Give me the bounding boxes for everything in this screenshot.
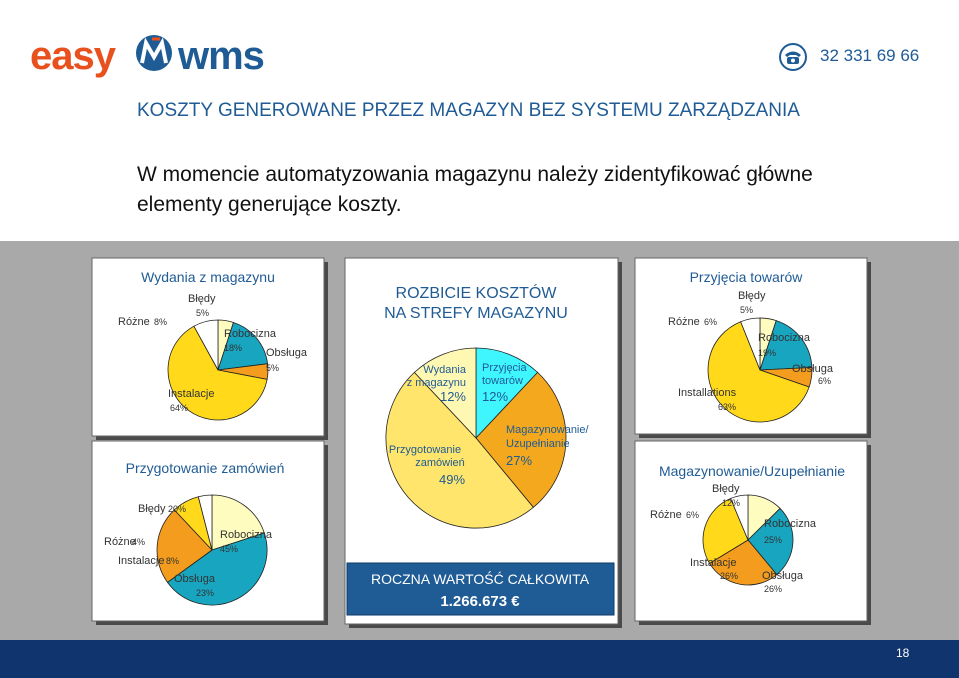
total-box <box>346 562 615 616</box>
value-przygotowanie: 49% <box>439 472 465 487</box>
label-instalacje: Instalacje <box>118 555 164 567</box>
value-obsluga: 5% <box>266 363 279 373</box>
label-magazynowanie: Magazynowanie/ <box>506 424 589 436</box>
label-robocizna: Robocizna <box>764 518 817 530</box>
pie-2-slice-wydania-z-magazynu <box>413 347 477 440</box>
page-number: 18 <box>896 646 910 660</box>
label-magazynowanie-2: Uzupełnianie <box>506 438 570 450</box>
label-przygotowanie: Przygotowanie <box>389 444 461 456</box>
value-przyjecia: 12% <box>482 389 508 404</box>
logo-wms-text: wms <box>178 34 265 78</box>
value-bledy: 12% <box>722 498 740 508</box>
page-heading: KOSZTY GENEROWANE PRZEZ MAGAZYN BEZ SYST… <box>137 100 800 121</box>
value-instalacje: 8% <box>166 556 179 566</box>
value-robocizna: 19% <box>758 348 776 358</box>
pie-4-slice-instalacje <box>702 497 749 564</box>
pie-2-slice-przyjęcia-towarów <box>475 347 539 440</box>
value-rozne: 8% <box>154 317 167 327</box>
pie-2-slice-magazynowanie-uzupełnianie <box>475 371 567 508</box>
label-przyjecia: Przyjęcia <box>482 362 528 374</box>
value-robocizna: 25% <box>764 535 782 545</box>
label-obsluga: Obsługa <box>762 570 804 582</box>
pie-4-slice-obsługa <box>708 539 778 586</box>
value-rozne: 6% <box>704 317 717 327</box>
label-wydania-2: z magazynu <box>407 377 466 389</box>
value-rozne: 4% <box>132 537 145 547</box>
label-wydania: Wydania <box>423 364 467 376</box>
total-box-value: 1.266.673 € <box>440 593 520 610</box>
label-bledy: Błędy <box>738 290 766 302</box>
intro-text: W momencie automatyzowania magazynu nale… <box>137 163 813 216</box>
value-obsluga: 26% <box>764 584 782 594</box>
footer-bar <box>0 640 959 678</box>
pie-3-slice-różne <box>740 317 761 371</box>
value-robocizna: 18% <box>224 343 242 353</box>
value-bledy: 20% <box>168 504 186 514</box>
value-magazynowanie: 27% <box>506 453 532 468</box>
value-rozne: 6% <box>686 510 699 520</box>
value-obsluga: 6% <box>818 376 831 386</box>
label-rozne: Różne <box>650 509 682 521</box>
label-instalacje: Instalacje <box>168 388 214 400</box>
pie-0-slice-różne <box>193 319 219 371</box>
label-bledy: Błędy <box>712 483 740 495</box>
label-rozne: Różne <box>668 316 700 328</box>
label-obsluga: Obsługa <box>266 347 308 359</box>
chart-title-przyjecia: Przyjęcia towarów <box>690 269 804 285</box>
pie-2-slice-przygotowanie-zamówień <box>385 371 534 529</box>
label-rozne: Różne <box>118 316 150 328</box>
label-przygotowanie-2: zamówień <box>415 457 465 469</box>
value-robocizna: 45% <box>220 544 238 554</box>
pie-1-slice-różne <box>197 494 213 551</box>
label-robocizna: Robocizna <box>220 529 273 541</box>
value-installations: 63% <box>718 402 736 412</box>
phone-number: 32 331 69 66 <box>820 46 920 65</box>
pie-1-slice-obsługa <box>156 509 213 583</box>
pie-4-slice-różne <box>730 494 749 541</box>
chart-title-wydania: Wydania z magazynu <box>141 269 275 285</box>
label-bledy: Błędy <box>138 503 166 515</box>
label-robocizna: Robocizna <box>224 328 277 340</box>
label-rozne: Różne <box>104 536 136 548</box>
chart-title-przygotowanie: Przygotowanie zamówień <box>126 460 285 476</box>
pie-4-slice-robocizna <box>747 507 794 576</box>
value-instalacje: 64% <box>170 403 188 413</box>
pie-3-slice-robocizna <box>759 320 813 371</box>
phone-icon <box>779 43 807 71</box>
label-bledy: Błędy <box>188 293 216 305</box>
value-wydania: 12% <box>440 389 466 404</box>
value-bledy: 5% <box>740 305 753 315</box>
total-box-label: ROCZNA WARTOŚĆ CAŁKOWITA <box>371 570 590 587</box>
pie-1-slice-błędy <box>211 494 265 551</box>
value-bledy: 5% <box>196 308 209 318</box>
value-obsluga: 23% <box>196 588 214 598</box>
pie-3-slice-installations <box>707 321 810 423</box>
logo-n-icon <box>136 35 172 71</box>
chart-title-rozbicie-line2: NA STREFY MAGAZYNU <box>384 305 568 322</box>
label-przyjecia-2: towarów <box>482 375 523 387</box>
label-obsluga: Obsługa <box>174 573 216 585</box>
logo-easy-text: easy <box>30 34 116 78</box>
pie-0-slice-robocizna <box>217 321 269 371</box>
pie-1-slice-robocizna <box>166 532 268 606</box>
chart-title-rozbicie-line1: ROZBICIE KOSZTÓW <box>396 283 558 302</box>
label-obsluga: Obsługa <box>792 363 834 375</box>
pie-0-slice-instalacje <box>167 325 268 421</box>
label-robocizna: Robocizna <box>758 332 811 344</box>
chart-title-magazynowanie: Magazynowanie/Uzupełnianie <box>659 463 845 479</box>
label-installations: Installations <box>678 387 737 399</box>
label-instalacje: Instalacje <box>690 557 736 569</box>
value-instalacje: 26% <box>720 571 738 581</box>
